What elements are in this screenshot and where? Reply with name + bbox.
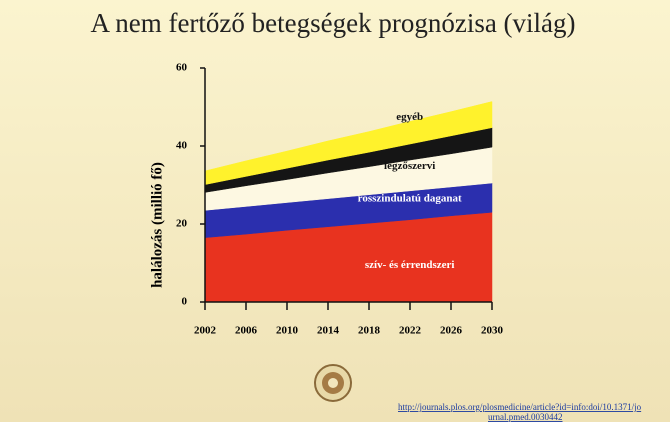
x-tick-label: 2022	[399, 325, 422, 337]
y-tick-label: 60	[176, 62, 188, 74]
series-label: rosszindulatú daganat	[358, 192, 462, 204]
y-axis-label: halálozás (millió fő)	[149, 162, 165, 288]
seal	[314, 364, 352, 402]
y-tick-label: 20	[176, 218, 188, 230]
source-link[interactable]: http://journals.plos.org/plosmedicine/ar…	[398, 402, 642, 412]
y-tick-label: 40	[176, 140, 188, 152]
series-label: szív- és érrendszeri	[365, 259, 455, 271]
y-tick-label: 0	[182, 296, 188, 308]
area	[204, 101, 493, 185]
x-tick-label: 2010	[276, 325, 299, 337]
series-label: légzőszervi	[384, 160, 435, 172]
x-tick-label: 2006	[235, 325, 258, 337]
chart-title: A nem fertőző betegségek prognózisa (vil…	[90, 8, 575, 38]
x-tick-label: 2026	[440, 325, 463, 337]
x-tick-label: 2002	[194, 325, 217, 337]
x-tick-label: 2030	[481, 325, 504, 337]
series-label: egyéb	[396, 111, 423, 123]
x-tick-label: 2018	[358, 325, 381, 337]
source-link[interactable]: urnal.pmed.0030442	[488, 412, 563, 422]
x-tick-label: 2014	[317, 325, 340, 337]
